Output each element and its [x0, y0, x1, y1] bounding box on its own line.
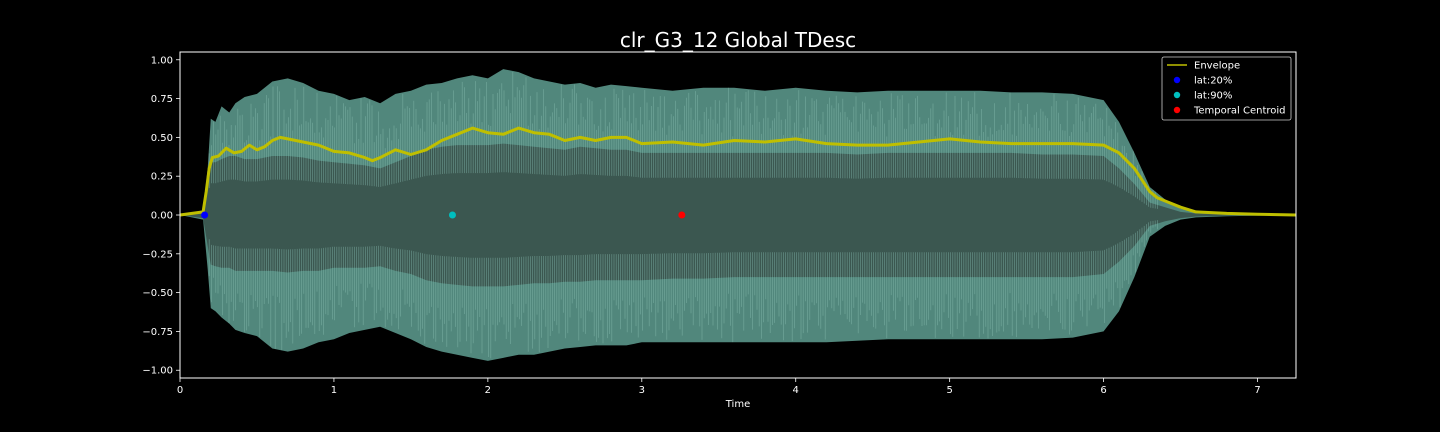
x-tick-label: 3	[639, 385, 645, 396]
y-tick-label: 1.00	[151, 55, 173, 66]
x-tick-label: 4	[793, 385, 799, 396]
temporal-centroid-point	[678, 211, 686, 219]
x-tick-label: 5	[946, 385, 952, 396]
legend-lat-90-swatch	[1173, 91, 1181, 99]
chart-title: clr_G3_12 Global TDesc	[620, 28, 856, 52]
waveform-core	[180, 143, 1296, 287]
lat-90-point	[448, 211, 456, 219]
legend-envelope-label: Envelope	[1194, 61, 1240, 72]
y-axis: −1.00 −0.75 −0.50 −0.25 0.00 0.25 0.50 0.75 1.00	[142, 55, 180, 377]
x-axis: 0 1 2 3 4 5 6 7	[177, 378, 1261, 396]
y-tick-label: 0.75	[151, 94, 173, 105]
x-tick-label: 7	[1254, 385, 1260, 396]
legend: Envelope lat:20% lat:90% Temporal Centroid	[1161, 56, 1292, 121]
lat-20-point	[201, 211, 209, 219]
legend-temporal-centroid-label: Temporal Centroid	[1193, 106, 1286, 117]
series-layer	[179, 126, 1297, 219]
legend-temporal-centroid-swatch	[1173, 106, 1181, 114]
y-tick-label: −1.00	[142, 366, 173, 377]
legend-lat-90-label: lat:90%	[1194, 91, 1232, 102]
plot-area	[179, 69, 1297, 361]
legend-box	[1161, 56, 1292, 121]
y-tick-label: −0.75	[142, 327, 173, 338]
x-tick-label: 2	[485, 385, 491, 396]
legend-lat-20-label: lat:20%	[1194, 76, 1232, 87]
y-tick-label: 0.00	[151, 211, 173, 222]
y-tick-label: 0.25	[151, 172, 173, 183]
y-tick-label: −0.50	[142, 288, 173, 299]
x-axis-label: Time	[725, 399, 750, 410]
envelope-line	[179, 126, 1297, 217]
legend-lat-20-swatch	[1173, 76, 1181, 84]
x-tick-label: 1	[331, 385, 337, 396]
x-tick-label: 6	[1100, 385, 1106, 396]
y-tick-label: 0.50	[151, 133, 173, 144]
y-tick-label: −0.25	[142, 249, 173, 260]
x-tick-label: 0	[177, 385, 183, 396]
waveform-lower-oscillation	[208, 220, 1158, 359]
